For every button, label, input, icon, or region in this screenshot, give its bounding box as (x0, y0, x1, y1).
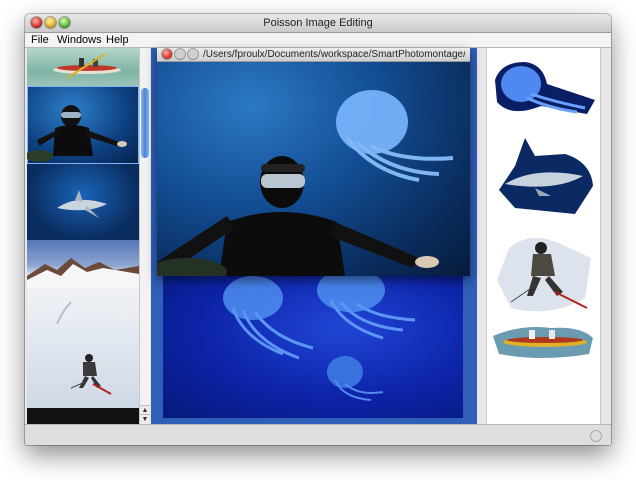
thumbnail-skier[interactable] (27, 324, 139, 408)
thumbnail-diver[interactable] (27, 86, 139, 164)
cutout-list (486, 48, 601, 424)
diver-image (27, 105, 127, 162)
thumbnail-list (27, 48, 139, 424)
image-window-title: /Users/fproulx/Documents/workspace/Smart… (203, 49, 465, 60)
scrollbar-thumb[interactable] (141, 88, 149, 158)
thumbnail-snowy-mountains[interactable] (27, 240, 139, 325)
thumbnail-scrollbar[interactable]: ▲ ▼ (139, 48, 150, 424)
skier-image (70, 354, 112, 395)
image-window[interactable]: /Users/fproulx/Documents/workspace/Smart… (147, 48, 470, 286)
canvas-area: /Users/fproulx/Documents/workspace/Smart… (147, 48, 477, 424)
minimize-button[interactable] (45, 17, 56, 28)
kayak-image (53, 53, 121, 79)
cutout-skier[interactable] (491, 228, 596, 314)
mountains-image (27, 258, 139, 325)
resize-grip-icon[interactable] (590, 430, 602, 442)
close-button[interactable] (31, 17, 42, 28)
image-minimize-button[interactable] (175, 49, 185, 59)
menu-bar: File Windows Help (25, 33, 611, 48)
thumbnail-kayak[interactable] (27, 48, 139, 86)
cutout-shark[interactable] (495, 136, 595, 216)
jellyfish-cutout-image (495, 62, 595, 114)
cutout-jellyfish[interactable] (491, 58, 596, 118)
jellyfish-background (223, 268, 416, 401)
title-bar[interactable]: Poisson Image Editing (25, 14, 611, 33)
composite-image[interactable] (147, 62, 470, 286)
image-window-title-bar[interactable]: /Users/fproulx/Documents/workspace/Smart… (157, 48, 470, 62)
ocean-jellyfish-image[interactable] (163, 268, 463, 418)
menu-windows[interactable]: Windows (57, 34, 102, 46)
cutout-kayak[interactable] (491, 320, 596, 362)
thumbnail-shark[interactable] (27, 164, 139, 240)
scroll-down-arrow[interactable]: ▼ (140, 414, 150, 424)
zoom-button[interactable] (59, 17, 70, 28)
window-title: Poisson Image Editing (263, 17, 373, 29)
skier-cutout-image (497, 237, 591, 312)
image-close-button[interactable] (162, 49, 172, 59)
main-window: Poisson Image Editing File Windows Help (25, 14, 611, 445)
kayak-cutout-image (493, 327, 593, 358)
diver-jellyfish-composite (147, 90, 454, 286)
shark-image (57, 190, 107, 218)
scroll-up-arrow[interactable]: ▲ (140, 405, 150, 415)
status-bar (25, 424, 611, 445)
shark-cutout-image (499, 138, 593, 214)
image-zoom-button[interactable] (188, 49, 198, 59)
menu-help[interactable]: Help (106, 34, 129, 46)
menu-file[interactable]: File (31, 34, 49, 46)
